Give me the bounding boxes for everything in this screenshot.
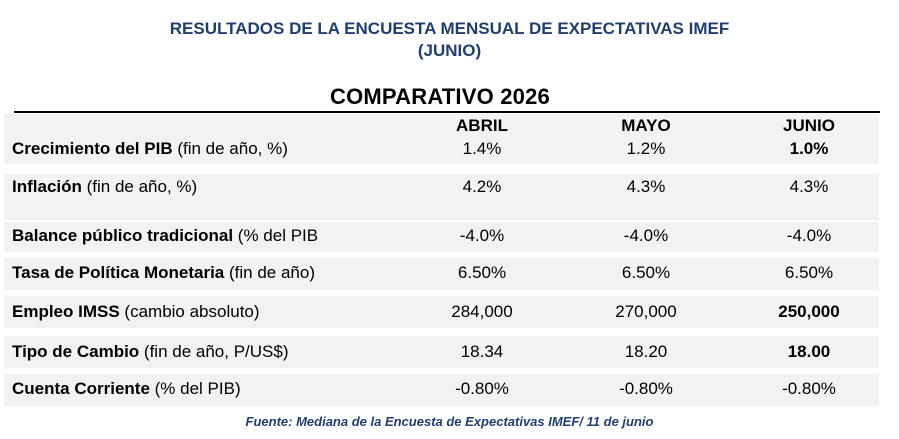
value-tasa-mayo: 6.50%	[621, 263, 671, 282]
row-label-pib: Crecimiento del PIB (fin de año, %)	[12, 139, 288, 158]
source-note: Fuente: Mediana de la Encuesta de Expect…	[245, 414, 654, 429]
value-tipo-cambio-abril: 18.34	[460, 342, 504, 361]
comparison-subtitle: COMPARATIVO 2026	[330, 84, 550, 109]
column-header-junio: JUNIO	[783, 116, 835, 135]
row-label-empleo: Empleo IMSS (cambio absoluto)	[12, 302, 260, 321]
header-rule	[14, 111, 880, 113]
value-pib-mayo: 1.2%	[626, 139, 666, 158]
row-label-balance: Balance público tradicional (% del PIB	[12, 226, 319, 245]
value-inflacion-abril: 4.2%	[462, 177, 502, 196]
row-label-inflacion: Inflación (fin de año, %)	[12, 177, 198, 196]
row-band	[4, 374, 879, 406]
value-tasa-abril: 6.50%	[457, 263, 507, 282]
value-tasa-junio: 6.50%	[784, 263, 834, 282]
value-cuenta-corriente-abril: -0.80%	[455, 379, 509, 398]
value-inflacion-junio: 4.3%	[789, 177, 829, 196]
row-band	[4, 258, 879, 290]
column-header-mayo: MAYO	[621, 116, 671, 135]
row-band	[4, 174, 879, 220]
row-band	[4, 336, 879, 368]
value-pib-junio: 1.0%	[789, 139, 829, 158]
report-title: RESULTADOS DE LA ENCUESTA MENSUAL DE EXP…	[169, 19, 730, 38]
value-cuenta-corriente-mayo: -0.80%	[619, 379, 673, 398]
value-balance-junio: -4.0%	[786, 226, 832, 245]
row-label-tipo-cambio: Tipo de Cambio (fin de año, P/US$)	[12, 342, 289, 361]
value-inflacion-mayo: 4.3%	[626, 177, 666, 196]
value-cuenta-corriente-junio: -0.80%	[782, 379, 836, 398]
value-empleo-abril: 284,000	[451, 302, 513, 321]
row-band	[4, 222, 879, 252]
value-tipo-cambio-junio: 18.00	[787, 342, 831, 361]
value-empleo-junio: 250,000	[778, 302, 840, 321]
column-header-abril: ABRIL	[456, 116, 508, 135]
value-pib-abril: 1.4%	[462, 139, 502, 158]
value-balance-abril: -4.0%	[459, 226, 505, 245]
row-label-cuenta-corriente: Cuenta Corriente (% del PIB)	[12, 379, 241, 398]
row-label-tasa: Tasa de Política Monetaria (fin de año)	[12, 263, 315, 282]
row-band	[4, 296, 879, 328]
value-empleo-mayo: 270,000	[615, 302, 677, 321]
row-band	[4, 114, 879, 164]
value-balance-mayo: -4.0%	[623, 226, 669, 245]
value-tipo-cambio-mayo: 18.20	[624, 342, 668, 361]
report-title-month: (JUNIO)	[417, 41, 482, 60]
